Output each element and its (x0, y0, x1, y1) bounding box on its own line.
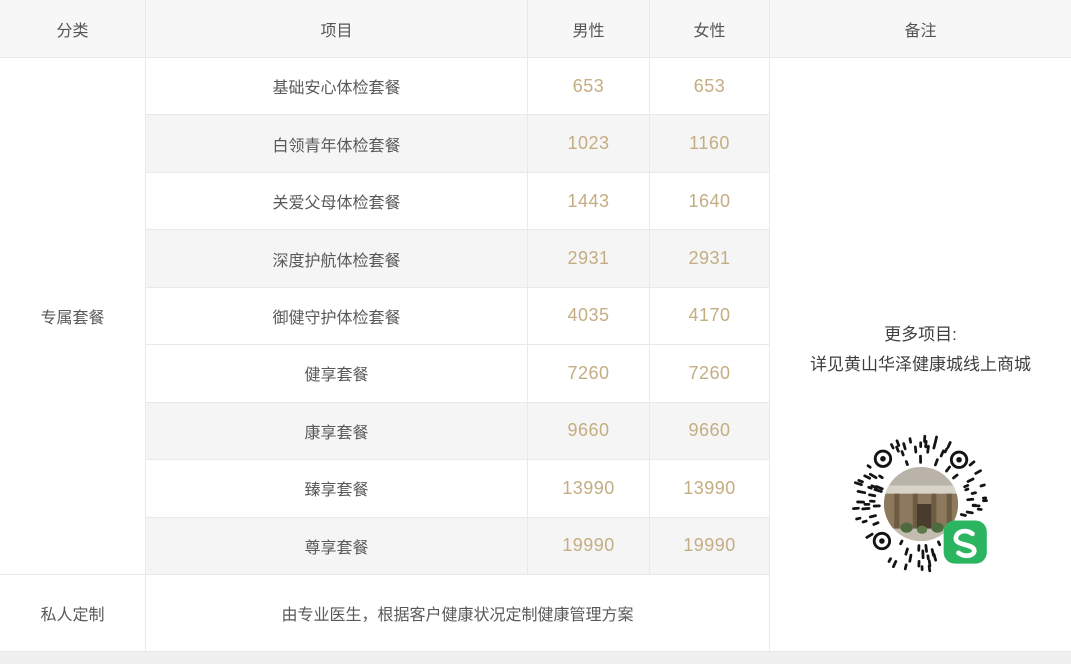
price-male: 1443 (528, 172, 650, 231)
item-name: 臻享套餐 (146, 460, 528, 518)
price-female: 13990 (650, 460, 770, 518)
price-male: 2931 (528, 230, 650, 288)
price-female: 653 (650, 58, 770, 116)
header-remark: 备注 (770, 0, 1071, 58)
category-group-label: 专属套餐 (0, 58, 146, 575)
remark-line1: 更多项目: (884, 325, 957, 344)
item-name: 健享套餐 (146, 345, 528, 403)
remark-cell: 更多项目: 详见黄山华泽健康城线上商城 (770, 58, 1071, 652)
header-category: 分类 (0, 0, 146, 58)
remark-line2: 详见黄山华泽健康城线上商城 (810, 355, 1031, 374)
price-male: 4035 (528, 287, 650, 346)
price-female: 1160 (650, 115, 770, 173)
item-name: 尊享套餐 (146, 517, 528, 575)
qr-dash-pattern (851, 434, 988, 573)
price-male: 13990 (528, 460, 650, 518)
price-female: 19990 (650, 517, 770, 575)
price-male: 653 (528, 58, 650, 116)
item-name: 深度护航体检套餐 (146, 230, 528, 288)
price-female: 9660 (650, 402, 770, 461)
price-female: 4170 (650, 287, 770, 346)
wechat-logo-icon (943, 520, 987, 564)
custom-category-label: 私人定制 (0, 574, 146, 652)
price-female: 1640 (650, 172, 770, 231)
item-name: 白领青年体检套餐 (146, 115, 528, 173)
qr-position-markers (872, 449, 968, 551)
price-male: 7260 (528, 345, 650, 403)
price-male: 9660 (528, 402, 650, 461)
item-name: 御健守护体检套餐 (146, 287, 528, 346)
price-female: 2931 (650, 230, 770, 288)
custom-description: 由专业医生，根据客户健康状况定制健康管理方案 (146, 574, 770, 652)
price-female: 7260 (650, 345, 770, 403)
wechat-miniprogram-qr-icon (849, 432, 993, 576)
header-female: 女性 (650, 0, 770, 58)
price-male: 19990 (528, 517, 650, 575)
header-item: 项目 (146, 0, 528, 58)
header-male: 男性 (528, 0, 650, 58)
item-name: 关爱父母体检套餐 (146, 172, 528, 231)
price-male: 1023 (528, 115, 650, 173)
item-name: 基础安心体检套餐 (146, 58, 528, 116)
item-name: 康享套餐 (146, 402, 528, 461)
